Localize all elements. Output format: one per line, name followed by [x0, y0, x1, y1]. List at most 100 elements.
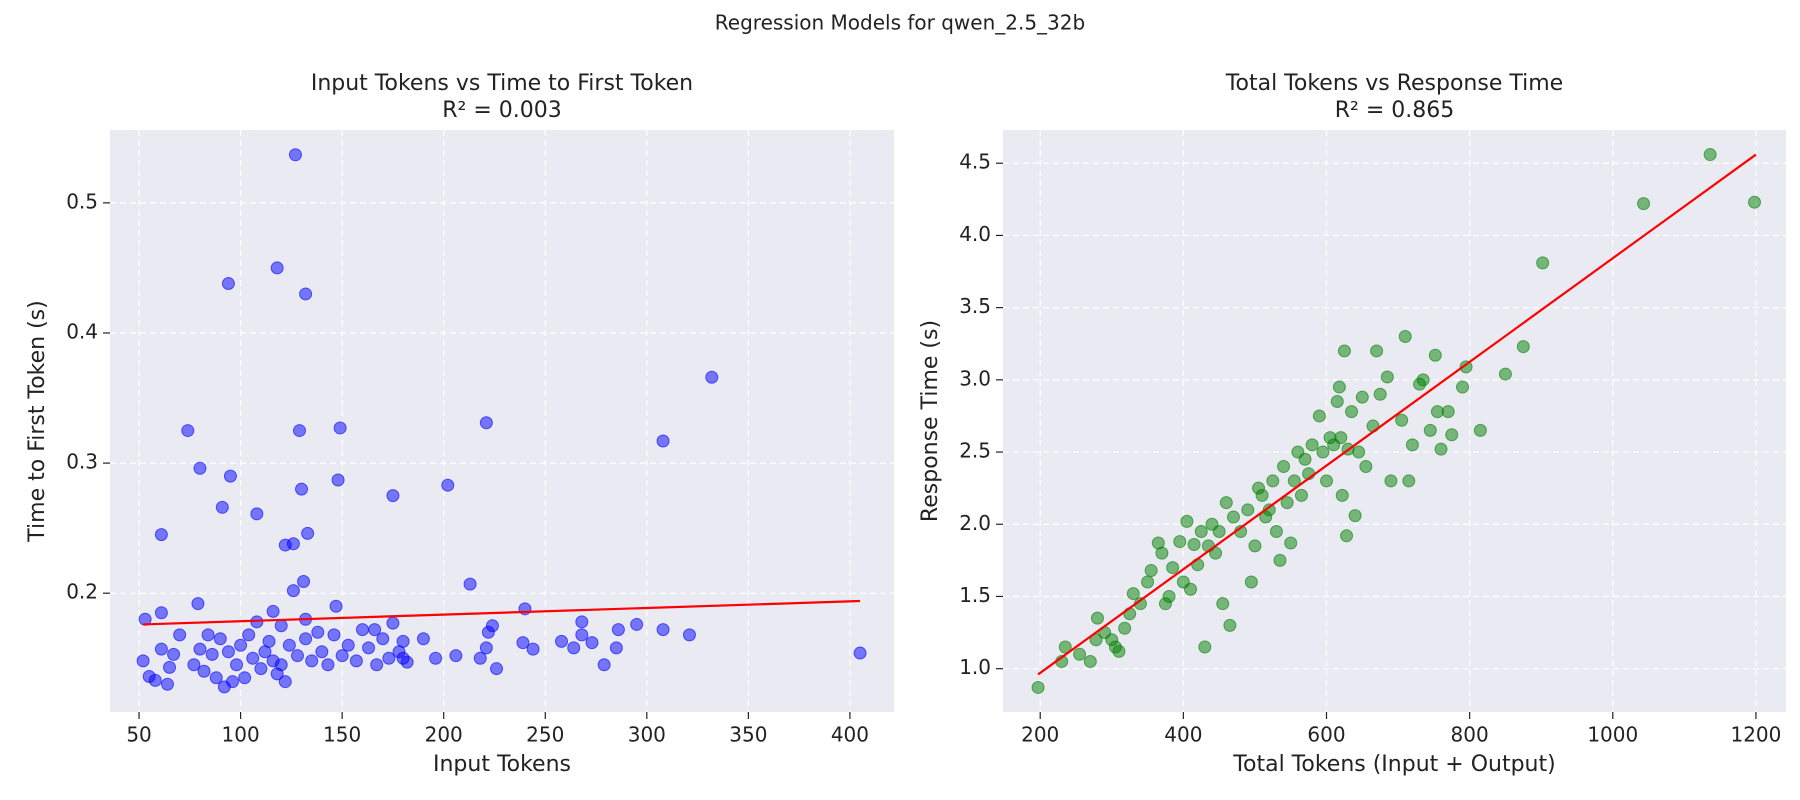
data-point — [1405, 438, 1419, 452]
data-point — [526, 642, 540, 656]
data-point — [386, 616, 400, 630]
data-point — [611, 623, 625, 637]
data-point — [250, 507, 264, 521]
data-point — [173, 628, 187, 642]
data-point — [1090, 611, 1104, 625]
data-point — [136, 654, 150, 668]
data-point — [516, 636, 530, 650]
data-point — [1536, 256, 1550, 270]
data-point — [585, 636, 599, 650]
data-point — [705, 370, 719, 384]
data-point — [1123, 607, 1137, 621]
data-point — [1277, 459, 1291, 473]
x-axis-label: Input Tokens — [433, 752, 571, 777]
y-axis-label: Response Time (s) — [918, 320, 943, 522]
y-tick-label: 1.0 — [959, 655, 991, 679]
data-point — [1126, 587, 1140, 601]
data-point — [597, 658, 611, 672]
data-point — [1416, 373, 1430, 387]
y-tick-label: 4.5 — [959, 150, 991, 174]
x-axis-label: Total Tokens (Input + Output) — [1232, 752, 1555, 777]
data-point — [1280, 496, 1294, 510]
data-point — [1287, 474, 1301, 488]
data-point — [299, 287, 313, 301]
data-point — [1398, 330, 1412, 344]
data-point — [1083, 654, 1097, 668]
data-point — [1748, 195, 1762, 209]
data-point — [234, 638, 248, 652]
data-point — [1226, 510, 1240, 524]
data-point — [1216, 597, 1230, 611]
y-tick-label: 4.0 — [959, 222, 991, 246]
data-point — [331, 473, 345, 487]
data-point — [1058, 640, 1072, 654]
data-point — [154, 606, 168, 620]
data-point — [1370, 344, 1384, 358]
x-tick-label: 800 — [1451, 723, 1489, 747]
data-point — [1305, 438, 1319, 452]
data-point — [163, 660, 177, 674]
data-point — [479, 641, 493, 655]
data-point — [1241, 503, 1255, 517]
data-point — [1262, 503, 1276, 517]
data-point — [1380, 370, 1394, 384]
data-point — [1266, 474, 1280, 488]
data-point — [148, 673, 162, 687]
chart-subtitle: R² = 0.865 — [1335, 98, 1455, 123]
data-point — [221, 645, 235, 659]
data-point — [1395, 413, 1409, 427]
chart-title: Total Tokens vs Response Time — [1225, 71, 1563, 96]
data-point — [286, 584, 300, 598]
data-point — [286, 537, 300, 551]
data-point — [1498, 367, 1512, 381]
data-point — [327, 628, 341, 642]
data-point — [288, 148, 302, 162]
data-point — [1273, 553, 1287, 567]
data-point — [656, 623, 670, 637]
data-point — [1373, 387, 1387, 401]
data-point — [1184, 582, 1198, 596]
data-point — [221, 277, 235, 291]
data-point — [329, 599, 343, 613]
figure-title: Regression Models for qwen_2.5_32b — [715, 11, 1085, 35]
data-point — [160, 677, 174, 691]
data-point — [1219, 496, 1233, 510]
data-point — [1284, 536, 1298, 550]
data-point — [1348, 509, 1362, 523]
data-point — [1248, 539, 1262, 553]
data-point — [1244, 575, 1258, 589]
data-point — [1112, 644, 1126, 658]
x-tick-label: 250 — [526, 723, 564, 747]
y-tick-label: 2.0 — [959, 511, 991, 535]
data-point — [490, 662, 504, 676]
data-point — [682, 628, 696, 642]
data-point — [238, 671, 252, 685]
data-point — [213, 632, 227, 646]
x-tick-label: 400 — [831, 723, 869, 747]
x-tick-label: 150 — [323, 723, 361, 747]
data-point — [370, 658, 384, 672]
data-point — [853, 646, 867, 660]
data-point — [167, 647, 181, 661]
data-point — [246, 651, 260, 665]
data-point — [193, 461, 207, 475]
data-point — [416, 632, 430, 646]
data-point — [382, 651, 396, 665]
data-point — [262, 634, 276, 648]
data-point — [1703, 148, 1717, 162]
data-point — [154, 642, 168, 656]
data-point — [278, 675, 292, 689]
data-point — [321, 658, 335, 672]
x-tick-label: 1200 — [1730, 723, 1781, 747]
data-point — [1155, 546, 1169, 560]
y-axis-label: Time to First Token (s) — [25, 300, 50, 542]
data-point — [225, 675, 239, 689]
data-point — [1198, 640, 1212, 654]
data-point — [1312, 409, 1326, 423]
data-point — [575, 615, 589, 629]
data-point — [1355, 390, 1369, 404]
data-point — [1340, 529, 1354, 543]
data-point — [1423, 423, 1437, 437]
